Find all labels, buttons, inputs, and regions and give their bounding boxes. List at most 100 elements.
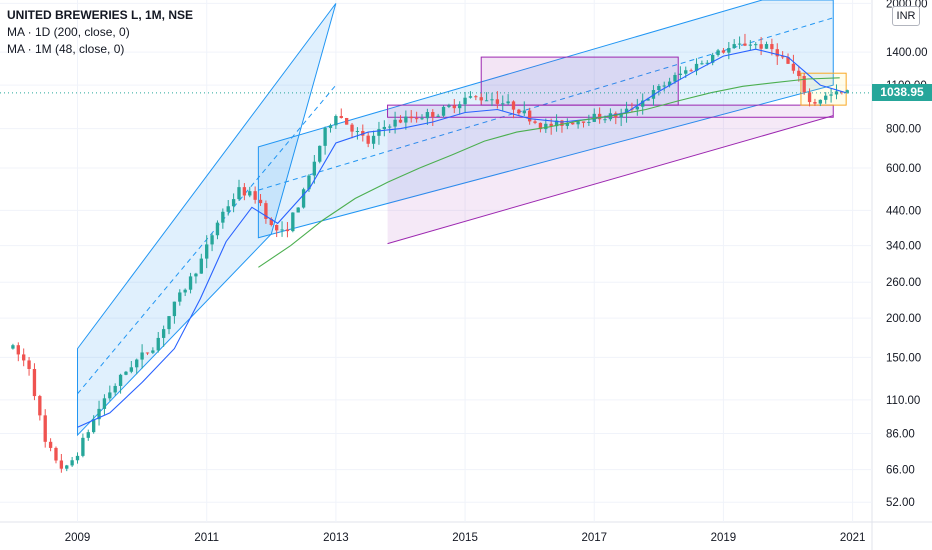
x-tick-label: 2019	[711, 532, 737, 544]
candle-body	[382, 126, 386, 130]
candle-body	[129, 367, 134, 372]
chart-legend: UNITED BREWERIES L, 1M, NSE MA · 1D (200…	[7, 7, 193, 58]
candle-body	[183, 289, 187, 293]
y-tick-label: 110.00	[886, 395, 920, 407]
candle-body	[113, 385, 117, 393]
x-tick-label: 2017	[581, 532, 607, 544]
candle-body	[727, 47, 731, 53]
candle-body	[366, 135, 370, 144]
candle-body	[269, 218, 273, 226]
candle-body	[565, 122, 570, 126]
candle-body	[194, 273, 198, 277]
candle-body	[258, 199, 263, 204]
candle-body	[215, 222, 220, 236]
candle-body	[673, 74, 677, 82]
candle-body	[388, 126, 392, 128]
candle-body	[436, 115, 440, 117]
candle-body	[711, 55, 715, 63]
candle-body	[743, 43, 747, 46]
candle-body	[635, 106, 639, 110]
purple-channel	[387, 105, 834, 244]
candle-body	[145, 352, 150, 354]
candle-body	[377, 129, 381, 136]
candle-body	[748, 44, 753, 46]
candle-body	[807, 92, 812, 103]
candle-body	[318, 145, 322, 162]
candle-body	[468, 96, 473, 98]
candle-body	[156, 337, 160, 351]
candle-body	[576, 121, 580, 125]
candle-body	[786, 56, 790, 64]
candle-body	[624, 108, 629, 114]
candle-body	[678, 73, 683, 75]
y-tick-label: 340.00	[886, 241, 921, 253]
candle-body	[248, 191, 252, 196]
ma-48m-line	[258, 77, 840, 268]
candle-body	[587, 121, 591, 123]
purple-top-box	[480, 56, 679, 106]
x-tick-label: 2009	[65, 532, 91, 544]
candle-body	[22, 354, 26, 361]
candle-body	[355, 130, 360, 132]
y-tick-label: 800.00	[886, 124, 921, 136]
candle-body	[511, 101, 516, 110]
currency-badge[interactable]: INR	[892, 6, 920, 26]
candle-body	[301, 189, 306, 208]
candle-body	[231, 199, 236, 207]
candle-body	[409, 116, 413, 119]
candle-body	[425, 112, 430, 119]
candle-body	[732, 44, 736, 48]
candle-body	[296, 207, 300, 213]
candle-body	[538, 122, 543, 130]
candle-body	[490, 99, 494, 101]
channel-steep	[77, 3, 337, 437]
candle-body	[323, 127, 327, 146]
candle-body	[441, 106, 446, 116]
candle-body	[603, 119, 607, 121]
candle-body	[54, 447, 58, 461]
y-tick-label: 150.00	[886, 352, 921, 364]
y-tick-label: 66.00	[886, 465, 915, 477]
candle-body	[818, 99, 822, 104]
candle-body	[344, 117, 349, 125]
x-tick-label: 2011	[194, 532, 219, 544]
candle-body	[275, 225, 279, 231]
candle-body	[780, 56, 785, 58]
y-tick-label: 86.00	[886, 428, 915, 440]
candle-body	[167, 316, 171, 330]
candle-body	[226, 206, 230, 212]
candle-body	[334, 116, 338, 126]
candle-body	[431, 112, 435, 117]
y-tick-label: 440.00	[886, 205, 921, 217]
x-tick-label: 2021	[840, 532, 866, 544]
candle-body	[161, 329, 166, 338]
candle-body	[32, 368, 37, 397]
candle-body	[151, 350, 155, 353]
candle-body	[737, 43, 742, 45]
candle-body	[91, 419, 96, 433]
channel-wide-mid	[258, 17, 834, 191]
candle-body	[43, 415, 47, 442]
candle-body	[813, 102, 817, 104]
candle-body	[70, 460, 74, 466]
symbol-title: UNITED BREWERIES L, 1M, NSE	[7, 8, 194, 22]
candle-body	[775, 49, 779, 57]
y-tick-label: 260.00	[886, 277, 921, 289]
candle-body	[414, 118, 419, 120]
candle-body	[48, 441, 53, 448]
x-tick-label: 2015	[452, 532, 478, 544]
candle-body	[802, 76, 806, 93]
candle-body	[188, 276, 193, 290]
candle-body	[205, 244, 209, 259]
candle-body	[65, 465, 69, 469]
candle-body	[264, 203, 268, 219]
candle-body	[242, 187, 247, 196]
candle-body	[791, 63, 796, 71]
candle-body	[135, 359, 139, 368]
candle-body	[237, 187, 241, 200]
candle-body	[560, 120, 564, 126]
candle-body	[124, 371, 128, 375]
ma-48m-label: MA · 1M (48, close, 0)	[7, 42, 125, 56]
